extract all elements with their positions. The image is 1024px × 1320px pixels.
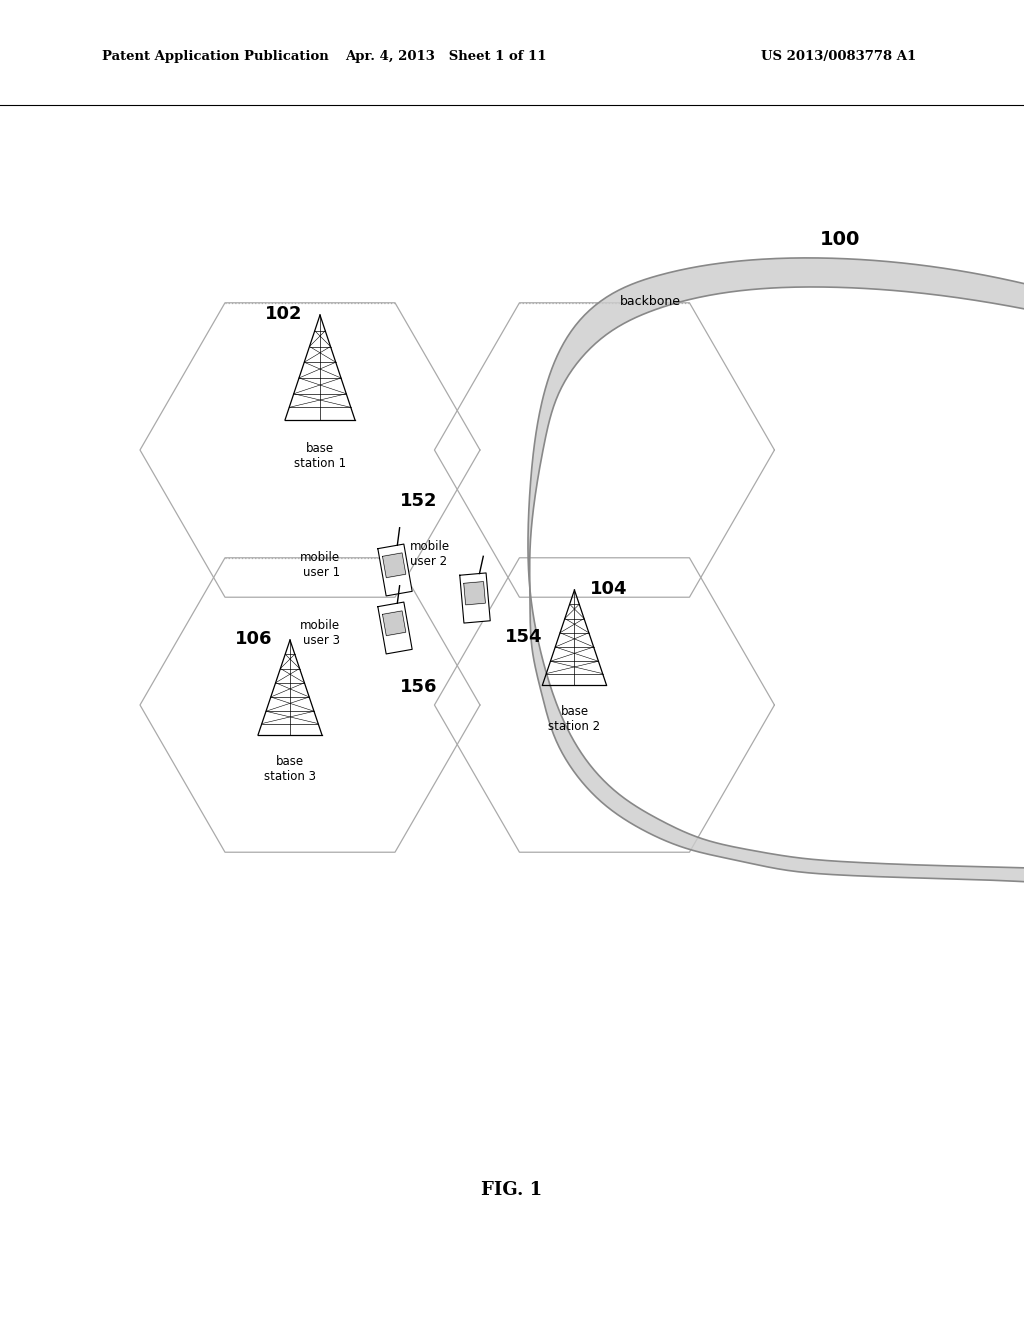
Text: Patent Application Publication: Patent Application Publication bbox=[102, 50, 329, 63]
Polygon shape bbox=[378, 544, 413, 595]
Text: 100: 100 bbox=[820, 230, 860, 249]
Text: 156: 156 bbox=[400, 678, 437, 696]
Text: 102: 102 bbox=[265, 305, 302, 323]
Text: 154: 154 bbox=[505, 628, 543, 645]
Text: base
station 1: base station 1 bbox=[294, 442, 346, 470]
Text: 106: 106 bbox=[234, 630, 272, 648]
Text: base
station 2: base station 2 bbox=[549, 705, 600, 733]
Polygon shape bbox=[464, 582, 485, 605]
Polygon shape bbox=[460, 573, 490, 623]
Text: mobile
user 3: mobile user 3 bbox=[300, 619, 340, 647]
Polygon shape bbox=[383, 553, 406, 578]
Text: FIG. 1: FIG. 1 bbox=[481, 1181, 543, 1199]
Text: US 2013/0083778 A1: US 2013/0083778 A1 bbox=[761, 50, 916, 63]
Text: 152: 152 bbox=[400, 492, 437, 510]
Text: base
station 3: base station 3 bbox=[264, 755, 316, 783]
Text: backbone: backbone bbox=[620, 294, 681, 308]
Text: Apr. 4, 2013   Sheet 1 of 11: Apr. 4, 2013 Sheet 1 of 11 bbox=[345, 50, 546, 63]
Text: mobile
user 2: mobile user 2 bbox=[410, 540, 451, 568]
Polygon shape bbox=[378, 602, 413, 653]
Polygon shape bbox=[383, 611, 406, 636]
Text: mobile
user 1: mobile user 1 bbox=[300, 550, 340, 579]
Polygon shape bbox=[528, 257, 1024, 882]
Text: 104: 104 bbox=[590, 579, 627, 598]
